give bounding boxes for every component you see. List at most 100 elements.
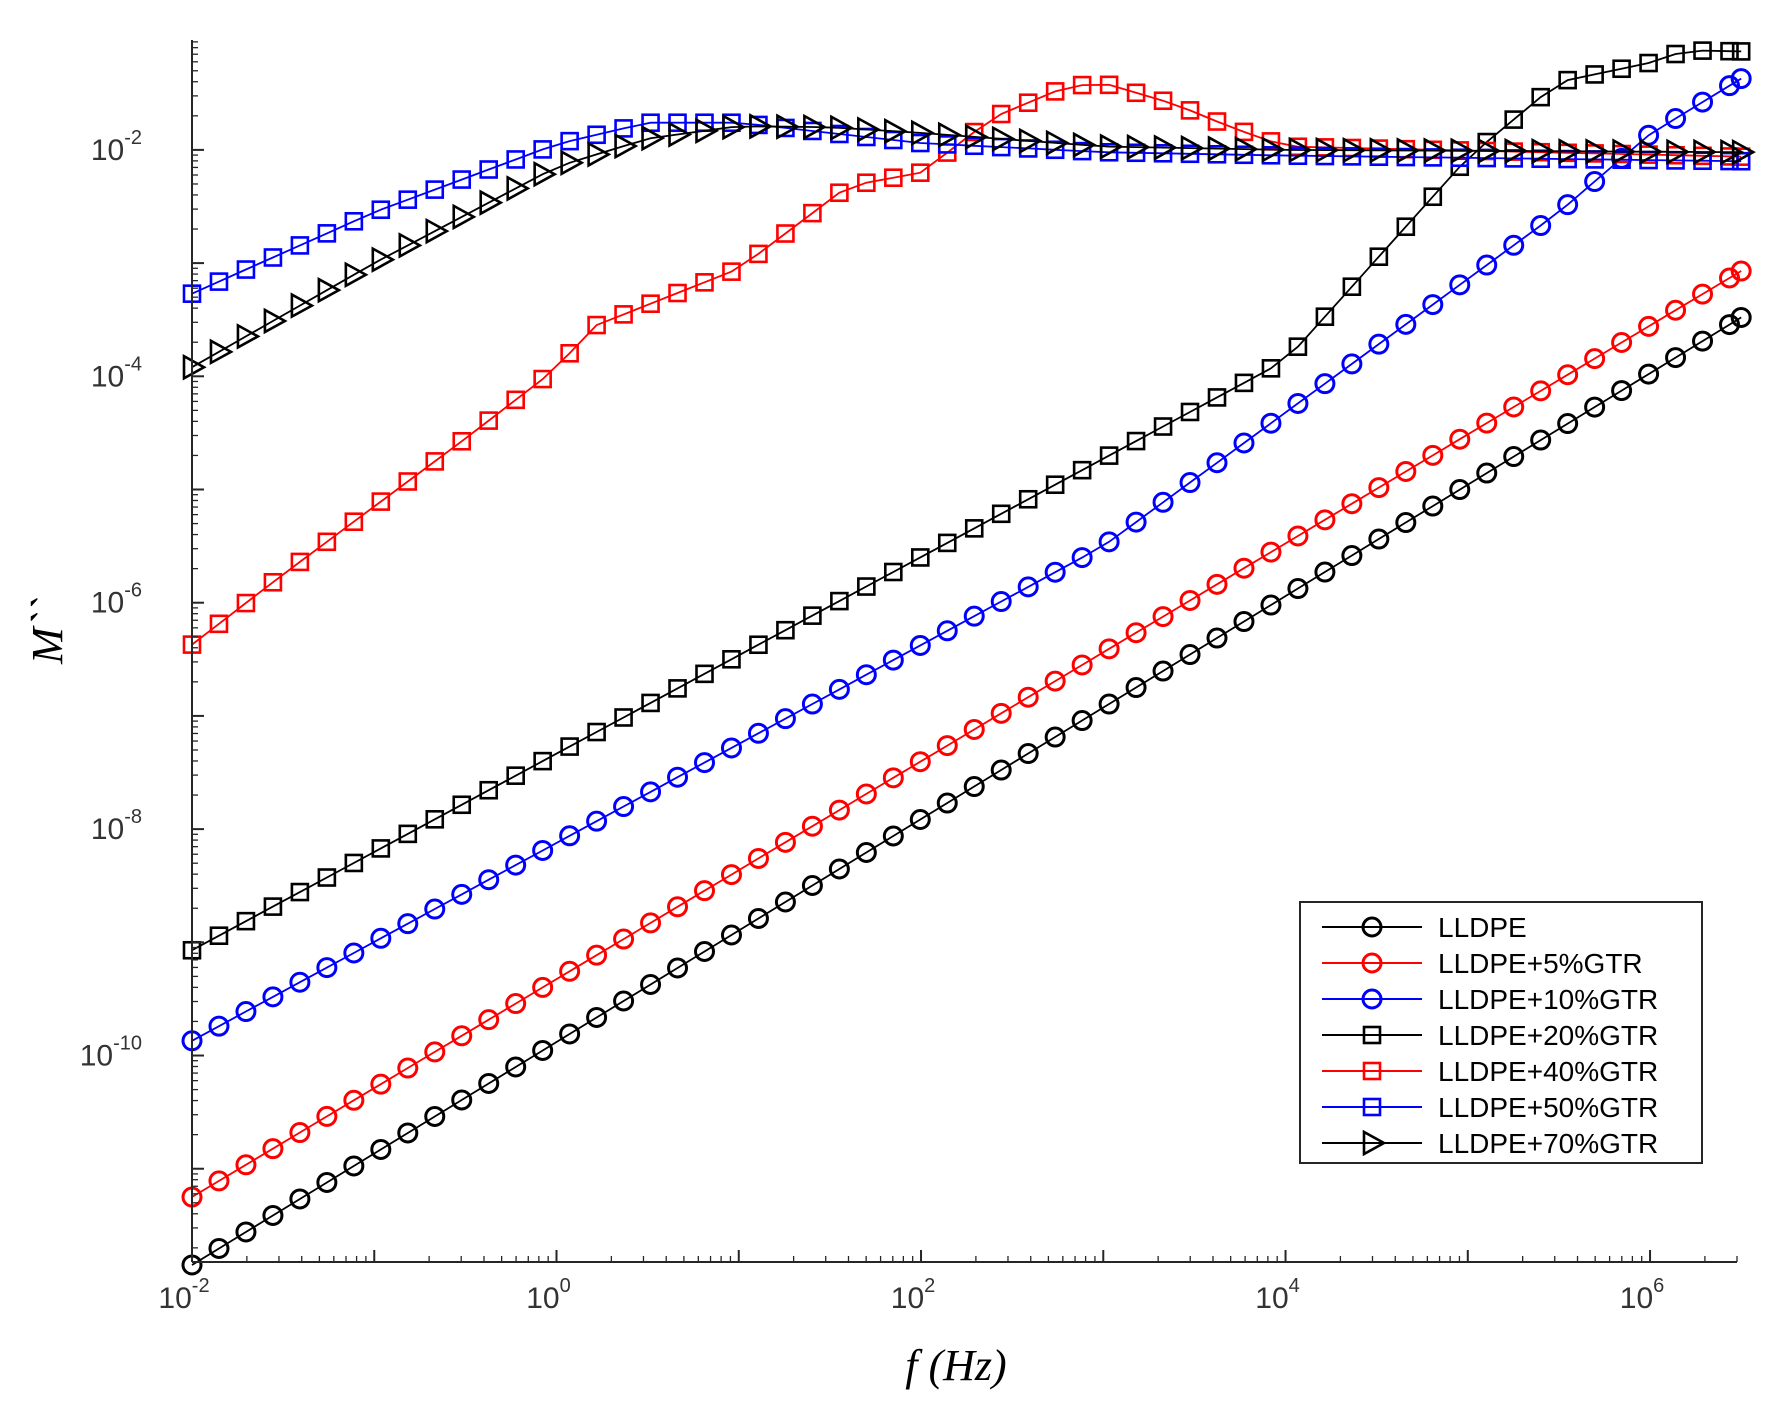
legend-label: LLDPE: [1438, 912, 1527, 943]
data-point: [1666, 44, 1685, 64]
data-point: [776, 113, 801, 140]
data-point: [559, 1023, 581, 1045]
data-point: [1450, 137, 1475, 164]
data-point: [262, 1204, 284, 1226]
data-point: [1125, 511, 1147, 533]
data-point: [1639, 138, 1664, 165]
data-point: [1260, 541, 1282, 563]
y-tick-exponent: -10: [113, 1033, 142, 1055]
data-point: [1314, 509, 1336, 531]
data-point: [1152, 660, 1174, 682]
y-tick-exponent: -6: [124, 580, 142, 602]
data-point: [1018, 489, 1038, 509]
data-point: [398, 472, 418, 491]
data-point: [290, 882, 310, 902]
legend-label: LLDPE+10%GTR: [1438, 984, 1658, 1015]
data-point: [1342, 277, 1362, 296]
data-point: [667, 766, 689, 788]
data-point: [289, 1122, 311, 1144]
data-point: [1692, 91, 1714, 113]
data-point: [1369, 247, 1389, 267]
data-point: [506, 390, 525, 410]
data-point: [532, 839, 554, 861]
data-point: [263, 307, 288, 335]
x-tick-mantissa: 10: [526, 1282, 559, 1315]
data-point: [424, 1105, 446, 1127]
data-point: [1152, 491, 1174, 513]
data-point: [1180, 134, 1205, 162]
data-point: [506, 150, 525, 169]
data-point: [533, 160, 558, 188]
data-point: [1017, 743, 1039, 765]
data-point: [1731, 42, 1751, 61]
x-axis-title: f (Hz): [905, 1341, 1006, 1390]
data-point: [505, 854, 527, 876]
data-point: [1558, 70, 1577, 90]
data-point: [262, 986, 284, 1008]
data-point: [613, 990, 635, 1012]
data-point: [1126, 431, 1146, 451]
legend-item: LLDPE+10%GTR: [1322, 984, 1658, 1015]
data-point: [1531, 137, 1556, 165]
legend: LLDPE LLDPE+5%GTR LLDPE+10%GTR LLDPE+20%GTR…: [1299, 901, 1703, 1164]
data-point: [560, 149, 585, 177]
data-point: [1557, 413, 1579, 435]
data-point: [451, 1025, 473, 1047]
data-point: [1730, 260, 1752, 282]
data-point: [505, 993, 527, 1015]
data-point: [344, 512, 364, 532]
data-point: [1234, 122, 1254, 142]
data-point: [1126, 83, 1146, 103]
data-point: [695, 273, 714, 292]
data-point: [964, 519, 984, 538]
data-point: [1044, 670, 1066, 692]
data-point: [1692, 283, 1714, 305]
series-2: [181, 260, 1752, 1208]
data-point: [613, 796, 635, 818]
data-point: [1638, 363, 1660, 385]
data-point: [909, 751, 931, 773]
data-point: [884, 117, 909, 145]
data-point: [1557, 364, 1579, 386]
data-point: [1153, 91, 1173, 111]
data-point: [1611, 380, 1633, 402]
data-point: [479, 160, 499, 179]
data-point: [1315, 136, 1340, 164]
data-point: [1234, 373, 1254, 393]
data-point: [316, 1171, 338, 1193]
data-point: [1423, 187, 1443, 207]
data-point: [1395, 512, 1417, 534]
data-point: [290, 292, 315, 319]
x-tick-exponent: 4: [1289, 1275, 1300, 1297]
data-point: [425, 180, 445, 199]
data-point: [909, 809, 931, 831]
data-point: [855, 664, 877, 686]
data-point: [1530, 215, 1552, 237]
data-point: [1017, 576, 1039, 598]
y-tick-exponent: -2: [124, 127, 142, 149]
data-point: [936, 620, 958, 642]
data-point: [749, 113, 774, 140]
legend-item: LLDPE+50%GTR: [1322, 1092, 1658, 1123]
data-point: [1504, 137, 1529, 165]
data-point: [963, 776, 985, 798]
data-point: [236, 593, 256, 613]
legend-marker: [1361, 916, 1383, 938]
data-point: [317, 276, 342, 304]
data-point: [1017, 686, 1039, 708]
data-point: [1261, 359, 1281, 378]
y-tick-mantissa: 10: [80, 1040, 113, 1073]
y-tick-exponent: -8: [124, 806, 142, 828]
data-point: [1720, 138, 1745, 166]
data-point: [694, 752, 716, 774]
data-point: [1098, 638, 1120, 660]
data-point: [614, 132, 639, 160]
data-point: [1368, 528, 1390, 550]
data-point: [1665, 108, 1687, 130]
data-point: [855, 783, 877, 805]
data-point: [1396, 137, 1421, 164]
legend-label: LLDPE+5%GTR: [1438, 948, 1643, 979]
data-point: [1449, 428, 1471, 450]
data-point: [1207, 388, 1227, 407]
data-point: [694, 880, 716, 902]
